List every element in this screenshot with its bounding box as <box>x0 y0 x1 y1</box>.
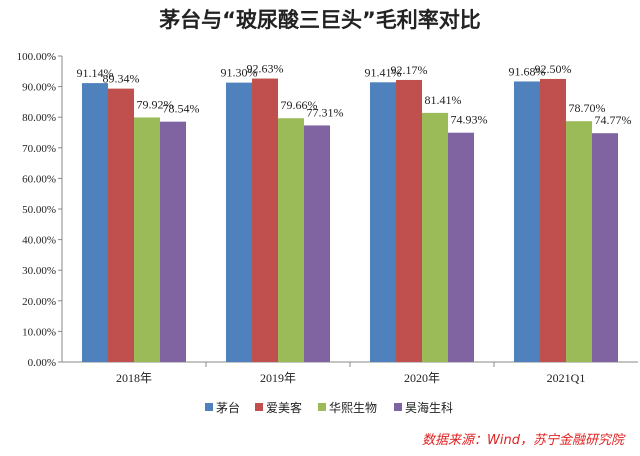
legend-label: 昊海生科 <box>405 400 453 415</box>
bar-0-1 <box>226 82 252 362</box>
y-tick-label: 80.00% <box>22 112 56 124</box>
bar-1-0 <box>108 88 134 362</box>
x-tick-label: 2019年 <box>260 371 296 385</box>
bar-3-0 <box>160 121 186 362</box>
y-tick-label: 10.00% <box>22 326 56 338</box>
data-label: 74.77% <box>595 113 632 127</box>
data-label: 92.50% <box>535 62 572 76</box>
bar-2-1 <box>278 118 304 362</box>
y-tick-label: 50.00% <box>22 204 56 216</box>
legend-label: 茅台 <box>216 400 240 415</box>
bar-2-2 <box>422 112 448 362</box>
data-label: 91.14% <box>77 66 114 80</box>
x-tick-label: 2018年 <box>116 371 152 385</box>
bar-2-3 <box>566 121 592 362</box>
data-label: 91.68% <box>509 64 546 78</box>
y-tick-label: 90.00% <box>22 82 56 94</box>
data-label: 78.70% <box>569 101 606 115</box>
y-tick-label: 40.00% <box>22 235 56 247</box>
bar-0-0 <box>82 83 108 362</box>
y-tick-label: 100.00% <box>17 51 56 63</box>
data-label: 74.93% <box>451 113 488 127</box>
bar-3-2 <box>448 132 474 362</box>
bar-1-1 <box>252 78 278 363</box>
data-label: 91.41% <box>365 65 402 79</box>
bar-2-0 <box>134 117 160 363</box>
legend-label: 爱美客 <box>266 400 302 415</box>
legend-swatch-0 <box>205 403 213 411</box>
bar-3-1 <box>304 125 330 362</box>
legend-label: 华熙生物 <box>329 401 377 415</box>
y-tick-label: 30.00% <box>22 265 56 277</box>
chart-title: 茅台与“玻尿酸三巨头”毛利率对比 <box>159 8 481 32</box>
y-tick-label: 0.00% <box>28 357 56 369</box>
data-label: 91.30% <box>221 66 258 80</box>
data-label: 81.41% <box>425 93 462 107</box>
bar-1-2 <box>396 79 422 362</box>
data-label: 92.63% <box>247 62 284 76</box>
data-label: 89.34% <box>103 72 140 86</box>
legend-swatch-3 <box>394 403 402 411</box>
bar-3-3 <box>592 133 618 362</box>
legend-swatch-2 <box>318 403 326 411</box>
y-tick-label: 20.00% <box>22 296 56 308</box>
data-label: 79.66% <box>281 98 318 112</box>
x-tick-label: 2021Q1 <box>547 371 586 385</box>
data-label: 92.17% <box>391 63 428 77</box>
source-note: 数据来源：Wind，苏宁金融研究院 <box>422 433 624 448</box>
bar-0-3 <box>514 81 540 362</box>
y-tick-label: 70.00% <box>22 143 56 155</box>
data-label: 79.92% <box>137 97 174 111</box>
y-tick-label: 60.00% <box>22 173 56 185</box>
data-label: 78.54% <box>163 102 200 116</box>
bar-0-2 <box>370 82 396 362</box>
data-label: 77.31% <box>307 105 344 119</box>
bar-1-3 <box>540 78 566 362</box>
x-tick-label: 2020年 <box>404 371 440 385</box>
legend-swatch-1 <box>255 403 263 411</box>
